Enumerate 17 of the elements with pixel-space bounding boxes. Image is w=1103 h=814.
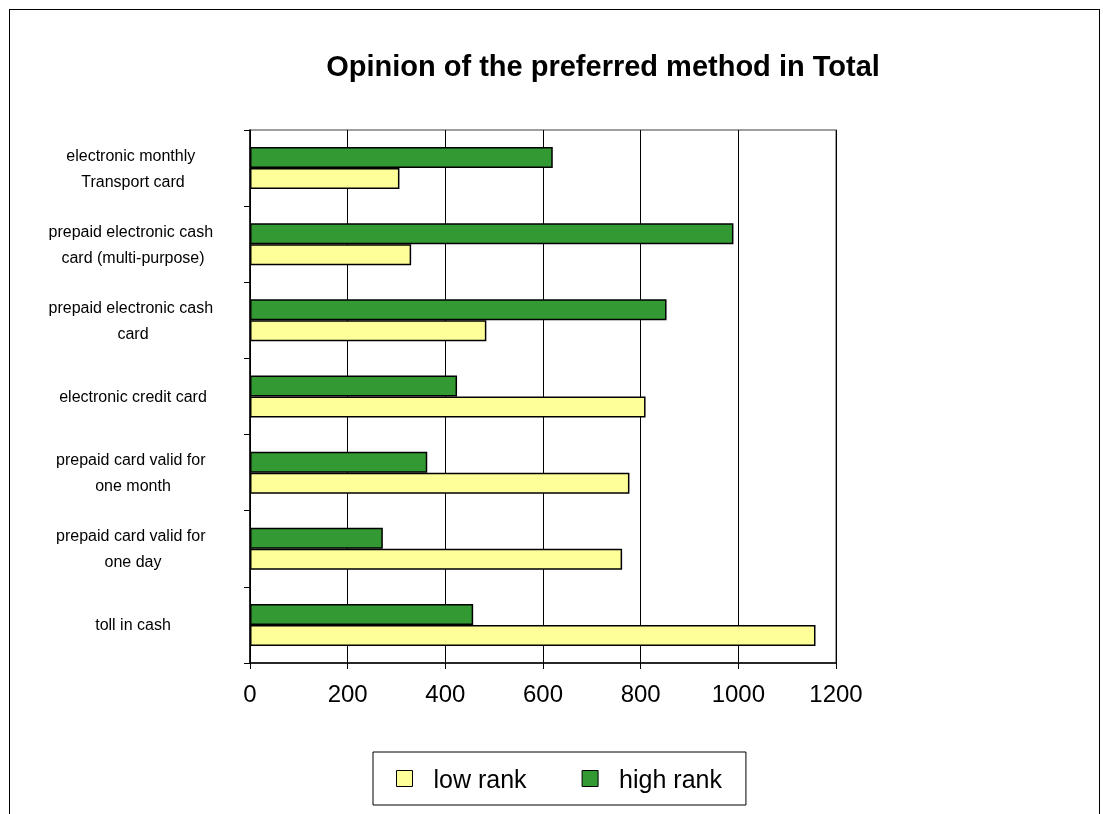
y-tick-label: prepaid card valid for one day	[56, 527, 210, 571]
y-tick-label: electronic monthly Transport card	[66, 146, 200, 190]
x-tick-label: 1200	[809, 679, 863, 707]
x-tick-label: 600	[522, 679, 564, 707]
chart-title: Opinion of the preferred method in Total	[326, 49, 880, 82]
y-tick-label: electronic credit card	[59, 388, 207, 405]
y-tick-label: toll in cash	[95, 616, 171, 634]
x-tick-label: 0	[243, 679, 257, 707]
y-tick-label: prepaid electronic cash card	[48, 298, 218, 342]
x-tick-label: 1000	[711, 679, 766, 707]
legend-label: low rank	[433, 764, 528, 793]
x-tick-label: 400	[425, 679, 466, 707]
x-tick-label: 800	[620, 679, 661, 707]
x-tick-label: 200	[327, 679, 368, 707]
y-tick-label: prepaid card valid for one month	[56, 451, 210, 495]
legend-label: high rank	[619, 764, 723, 793]
y-tick-label: prepaid electronic cash card (multi-purpose)	[48, 222, 218, 266]
